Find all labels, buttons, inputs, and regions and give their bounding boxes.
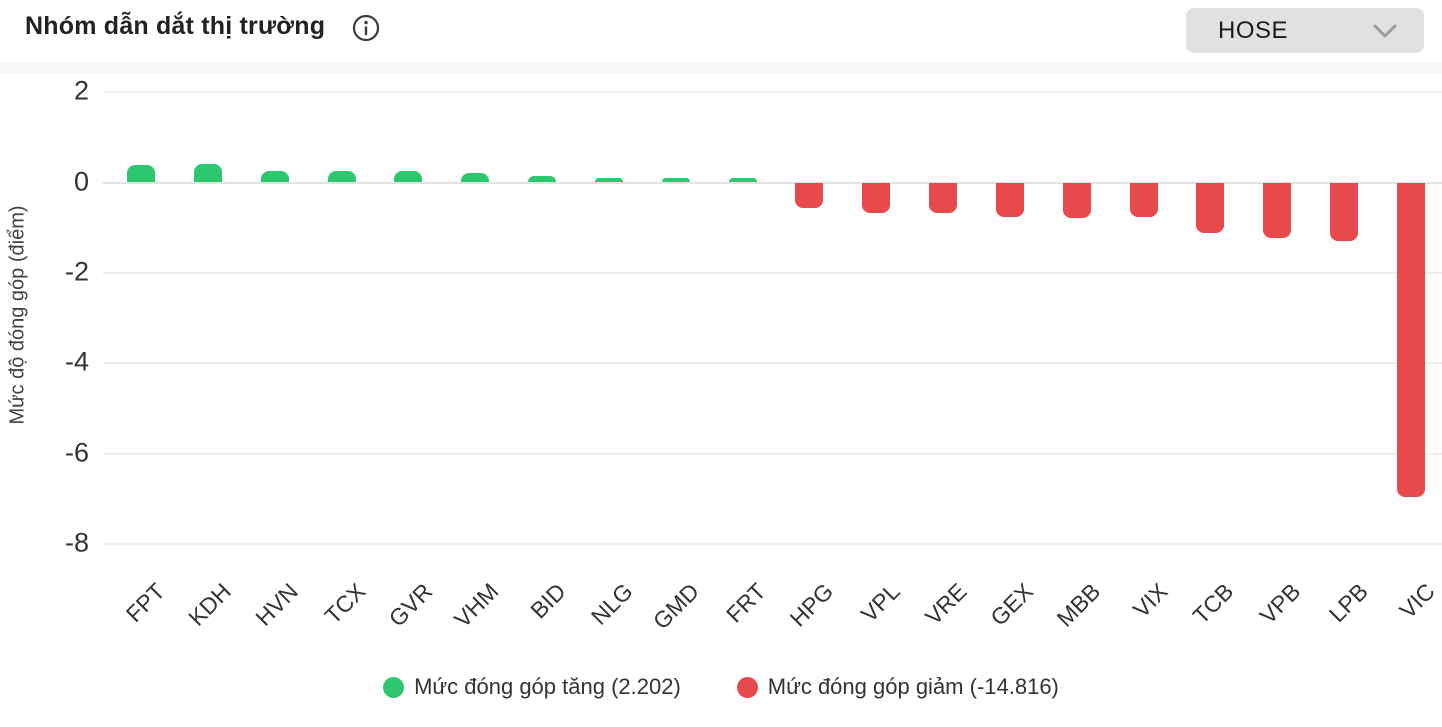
- y-tick-label: -8: [64, 527, 89, 558]
- bar-VHM[interactable]: [461, 173, 490, 183]
- x-label-KDH: KDH: [183, 578, 237, 631]
- bar-VIC[interactable]: [1396, 182, 1425, 497]
- x-label-VPL: VPL: [855, 578, 905, 628]
- bar-KDH[interactable]: [193, 163, 222, 183]
- gridline: [103, 91, 1442, 94]
- widget-header: Nhóm dẫn dắt thị trường HOSE: [0, 0, 1442, 62]
- gridline: [103, 452, 1442, 455]
- bar-LPB[interactable]: [1330, 182, 1359, 242]
- x-label-GMD: GMD: [647, 578, 705, 635]
- chart-legend: Mức đóng góp tăng (2.202) Mức đóng góp gi…: [0, 674, 1442, 700]
- bar-TCB[interactable]: [1196, 182, 1225, 233]
- y-tick-label: 2: [73, 75, 89, 106]
- x-label-BID: BID: [524, 578, 571, 624]
- zero-gridline: [103, 181, 1442, 184]
- x-label-FPT: FPT: [120, 578, 170, 628]
- bar-BID[interactable]: [528, 176, 557, 183]
- x-label-HVN: HVN: [250, 578, 304, 631]
- gridline: [103, 271, 1442, 274]
- legend-label: Mức đóng góp tăng (2.202): [414, 674, 681, 699]
- gridline: [103, 543, 1442, 546]
- legend-dot-icon: [736, 676, 758, 698]
- x-label-LPB: LPB: [1323, 578, 1373, 628]
- x-label-NLG: NLG: [585, 578, 638, 630]
- bar-FRT[interactable]: [728, 178, 757, 183]
- y-tick-label: -6: [64, 436, 89, 467]
- bar-VIX[interactable]: [1129, 182, 1158, 217]
- bar-GVR[interactable]: [394, 170, 423, 183]
- y-tick-label: -2: [64, 256, 89, 287]
- gridline: [103, 362, 1442, 365]
- legend-item[interactable]: Mức đóng góp tăng (2.202): [383, 674, 681, 700]
- bar-VPB[interactable]: [1263, 182, 1292, 238]
- x-label-FRT: FRT: [721, 578, 771, 628]
- y-tick-label: -4: [64, 346, 89, 377]
- x-label-MBB: MBB: [1051, 578, 1106, 632]
- bar-GMD[interactable]: [661, 178, 690, 183]
- x-label-VIC: VIC: [1393, 578, 1440, 624]
- page-title: Nhóm dẫn dắt thị trường: [25, 12, 326, 40]
- bar-VPL[interactable]: [862, 182, 891, 213]
- x-label-TCB: TCB: [1187, 578, 1239, 629]
- x-label-VIX: VIX: [1127, 578, 1172, 623]
- bar-VRE[interactable]: [929, 182, 958, 214]
- info-icon[interactable]: [352, 14, 380, 42]
- chevron-down-icon: [1372, 23, 1398, 40]
- x-label-TCX: TCX: [319, 578, 370, 629]
- header-divider: [0, 62, 1442, 73]
- bar-HVN[interactable]: [260, 171, 289, 183]
- x-label-GEX: GEX: [985, 578, 1039, 631]
- x-label-VHM: VHM: [449, 578, 504, 633]
- bar-NLG[interactable]: [594, 177, 623, 183]
- exchange-dropdown[interactable]: HOSE: [1186, 8, 1424, 53]
- bar-TCX[interactable]: [327, 170, 356, 183]
- bar-GEX[interactable]: [995, 182, 1024, 218]
- legend-item[interactable]: Mức đóng góp giảm (-14.816): [736, 674, 1059, 700]
- y-axis-title: Mức độ đóng góp (điểm): [6, 205, 29, 425]
- x-label-VPB: VPB: [1254, 578, 1306, 629]
- legend-dot-icon: [383, 676, 405, 698]
- x-label-HPG: HPG: [784, 578, 838, 632]
- exchange-dropdown-value: HOSE: [1218, 16, 1289, 44]
- bar-MBB[interactable]: [1062, 182, 1091, 219]
- x-label-VRE: VRE: [919, 578, 972, 630]
- y-tick-label: 0: [73, 165, 89, 196]
- legend-label: Mức đóng góp giảm (-14.816): [767, 674, 1059, 699]
- bar-FPT[interactable]: [127, 164, 155, 183]
- x-label-GVR: GVR: [383, 578, 437, 632]
- bar-HPG[interactable]: [795, 182, 824, 209]
